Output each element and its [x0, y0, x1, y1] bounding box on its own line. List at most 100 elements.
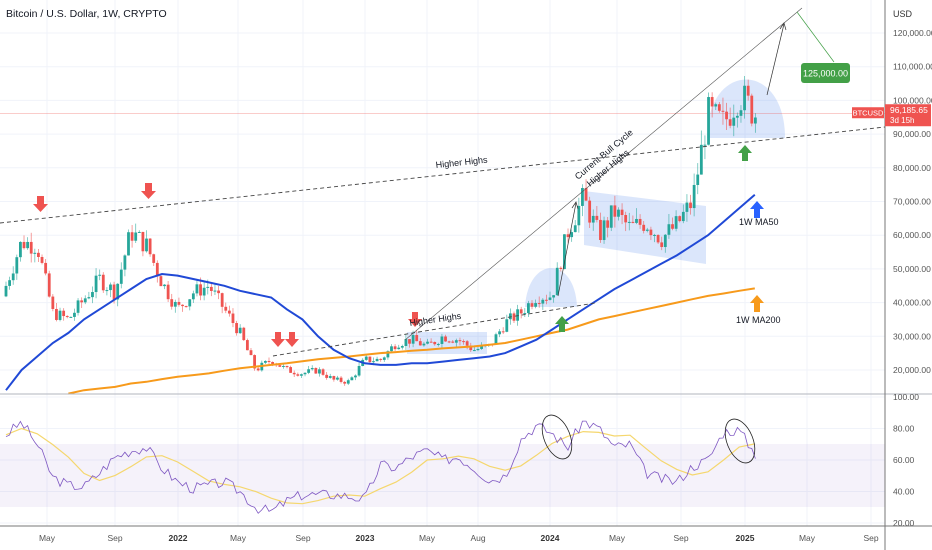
candle-body: [213, 290, 217, 292]
candle-body: [508, 313, 512, 320]
price-tick-label: 70,000.00: [893, 197, 931, 207]
candle-body: [202, 287, 206, 296]
candle-body: [400, 346, 404, 348]
time-tick-label: Sep: [295, 533, 310, 543]
candle-body: [735, 115, 739, 118]
candle-body: [256, 368, 260, 371]
candle-body: [227, 310, 231, 314]
candle-body: [699, 144, 703, 175]
rsi-tick-label: 80.00: [893, 424, 915, 434]
bar-countdown: 3d 15h: [890, 116, 914, 125]
candle-body: [624, 215, 628, 223]
projection-arrow-1[interactable]: [557, 202, 577, 297]
lower-higher-highs-trendline[interactable]: [272, 302, 596, 357]
symbol-label: BTCUSD: [853, 109, 884, 118]
candle-body: [354, 375, 357, 378]
candle-body: [199, 284, 202, 296]
up-arrow-icon: [750, 295, 764, 312]
candle-body: [321, 369, 325, 375]
candle-body: [238, 327, 242, 334]
candle-body: [469, 345, 473, 351]
candle-body: [350, 377, 354, 381]
projection-arrow-2[interactable]: [766, 23, 785, 96]
time-tick-label: Aug: [470, 533, 485, 543]
candle-body: [595, 215, 599, 220]
higher-highs-trendline[interactable]: [0, 126, 886, 224]
candle-body: [433, 341, 437, 345]
candle-body: [436, 343, 440, 345]
candle-body: [184, 306, 188, 308]
candle-body: [472, 350, 476, 352]
candle-body: [480, 345, 483, 349]
rsi-tick-label: 60.00: [893, 455, 915, 465]
candle-body: [537, 303, 541, 305]
candle-body: [292, 372, 296, 375]
candle-body: [155, 262, 159, 277]
candle-body: [289, 367, 293, 373]
candle-body: [242, 327, 246, 341]
candle-body: [494, 334, 498, 345]
target-connector: [796, 11, 835, 63]
candle-body: [80, 300, 84, 303]
candle-body: [206, 286, 210, 288]
candle-body: [717, 104, 721, 111]
candle-body: [195, 284, 199, 294]
candle-body: [444, 336, 447, 342]
rsi-tick-label: 20.00: [893, 518, 915, 528]
candle-body: [696, 174, 700, 185]
candle-body: [267, 360, 271, 363]
last-price-tag: 96,185.65 3d 15h: [885, 104, 931, 127]
price-tick-label: 100,000.00: [893, 95, 932, 105]
candle-body: [249, 350, 253, 356]
candle-body: [364, 356, 368, 360]
candle-body: [653, 234, 656, 236]
candle-body: [328, 376, 332, 378]
bull-cycle-trendline[interactable]: [404, 7, 803, 341]
candle-body: [83, 298, 87, 303]
candle-body: [19, 241, 22, 258]
candle-body: [11, 273, 15, 281]
candle-body: [332, 376, 336, 380]
down-arrow-icon: [271, 332, 285, 347]
candle-body: [386, 351, 390, 358]
candle-body: [710, 97, 714, 107]
candle-body: [728, 119, 732, 126]
candle-body: [642, 224, 646, 231]
price-tick-label: 50,000.00: [893, 264, 931, 274]
candle-body: [462, 341, 465, 343]
candle-body: [566, 234, 570, 238]
time-tick-label: May: [39, 533, 56, 543]
candle-body: [278, 365, 282, 367]
candle-body: [721, 110, 725, 112]
rsi-ma-line: [5, 427, 755, 505]
candle-body: [440, 336, 444, 344]
candle-body: [476, 348, 480, 351]
rsi-axis[interactable]: 100.00 80.00 60.00 40.00 20.00: [893, 392, 919, 528]
candle-body: [577, 205, 581, 226]
candle-body: [310, 367, 314, 370]
rsi-tick-label: 100.00: [893, 392, 919, 402]
price-axis[interactable]: 120,000.00 110,000.00 100,000.00 90,000.00 8…: [893, 28, 932, 375]
candle-body: [527, 303, 530, 314]
candle-body: [667, 224, 671, 235]
ma50-label: 1W MA50: [739, 217, 779, 227]
candle-body: [166, 284, 170, 300]
time-tick-label: Sep: [107, 533, 122, 543]
candle-body: [570, 232, 574, 238]
candle-body: [627, 221, 631, 223]
candle-body: [606, 220, 610, 228]
candle-body: [541, 299, 545, 304]
candle-body: [127, 232, 130, 256]
candle-body: [588, 200, 592, 223]
candle-body: [617, 209, 620, 217]
target-badge[interactable]: 125,000.00: [801, 63, 850, 83]
symbol-price-tag: BTCUSD: [852, 107, 884, 119]
candle-body: [336, 377, 339, 380]
candle-body: [152, 254, 156, 263]
candle-body: [447, 341, 451, 343]
candle-body: [263, 360, 267, 363]
time-axis[interactable]: May Sep 2022 May Sep 2023 May Aug 2024 May Sep 2025…: [39, 533, 879, 543]
candle-body: [429, 341, 433, 343]
candle-body: [173, 301, 177, 307]
